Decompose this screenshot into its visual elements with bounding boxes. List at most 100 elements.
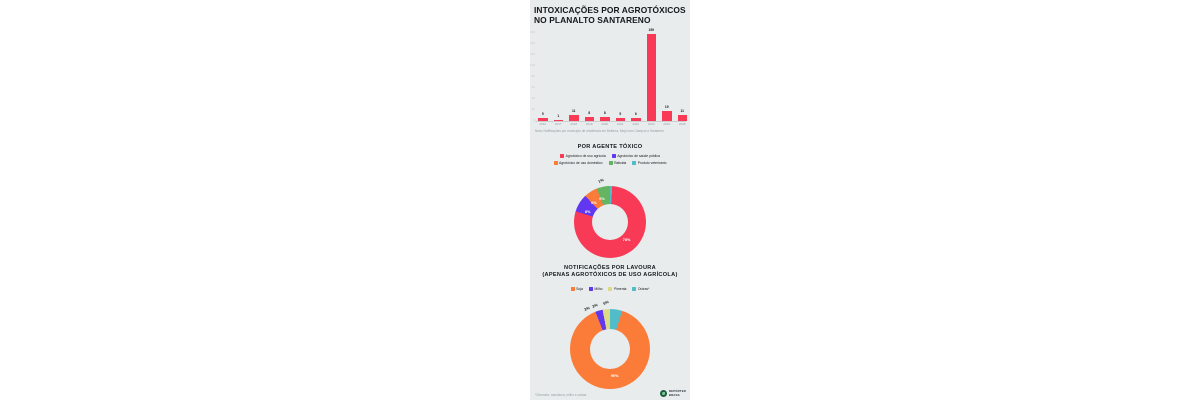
x-axis-year-label: 2021 [616, 121, 624, 126]
donut-slice-label: 3% [583, 306, 591, 313]
legend-swatch [588, 287, 593, 291]
bar-value-label: 11 [572, 109, 576, 114]
bar-value-label: 19 [664, 104, 669, 109]
bar-value-label: 5 [541, 112, 544, 117]
donut-slice-label: 90% [610, 374, 619, 379]
infographic-title: INTOXICAÇÕES POR AGROTÓXICOS NO PLANALTO… [534, 5, 686, 25]
brand-line-2: BRASIL [668, 392, 681, 397]
bar-value-label: 11 [680, 109, 685, 114]
bar-chart-note: Nota: Notificações por município de resi… [535, 129, 664, 133]
reporter-brasil-logo-icon [659, 390, 667, 397]
legend-label: Soja [576, 287, 583, 291]
bar [600, 116, 610, 121]
bar-value-label: 5 [619, 112, 622, 117]
reporter-brasil-logo: REPÓRTER BRASIL [659, 389, 686, 397]
y-axis-tick-label: 100 [530, 63, 536, 68]
donut-hole [592, 204, 628, 240]
legend-label: Agrotóxico de saúde pública [617, 154, 660, 158]
bar [677, 114, 687, 121]
bar [662, 110, 672, 121]
title-line-2: NO PLANALTO SANTARENO [534, 14, 651, 25]
bar [538, 118, 548, 121]
bar-value-label: 8 [588, 110, 591, 115]
agent-chart-legend: Agrotóxico de uso agrícola Agrotóxico de … [530, 154, 690, 165]
donut-ring [570, 309, 650, 389]
bar-value-label: 159 [648, 27, 654, 32]
bar [615, 118, 625, 121]
legend-item: Outras* [632, 287, 649, 291]
legend-swatch [632, 161, 637, 165]
y-axis-tick-label: 80 [531, 74, 535, 79]
legend-item: Soja [570, 287, 583, 291]
legend-swatch [570, 287, 575, 291]
legend-item: Pimenta [608, 287, 626, 291]
x-axis-year-label: 2024 [663, 121, 671, 126]
bar-chart-yearly-intoxications: 0 20 40 60 80 100 120 140 160 5 2016 1 2017 11 2018 8 20… [530, 0, 690, 400]
x-axis-line [535, 121, 686, 122]
bar [584, 116, 594, 121]
legend-row: Agrotóxico de uso doméstico Raticida Produ… [553, 161, 666, 165]
y-axis-tick-label: 20 [531, 107, 535, 112]
donut-slice-label: 6% [599, 196, 605, 201]
bar [553, 120, 563, 121]
legend-label: Raticida [614, 161, 627, 165]
donut-slice-label: 1% [597, 177, 605, 184]
legend-label: Outras* [637, 287, 650, 291]
legend-label: Pimenta [613, 287, 627, 291]
title-line-1: INTOXICAÇÕES POR AGROTÓXICOS [534, 5, 686, 15]
x-axis-year-label: 2018 [570, 121, 578, 126]
legend-label: Agrotóxico de uso agrícola [565, 154, 606, 158]
legend-item: Agrotóxico de uso doméstico [553, 161, 603, 165]
legend-swatch [632, 287, 637, 291]
bar-value-label: 1 [557, 114, 560, 119]
x-axis-year-label: 2025 [678, 121, 686, 126]
y-axis-tick-label: 0 [533, 118, 535, 123]
reporter-brasil-logo-text: REPÓRTER BRASIL [668, 389, 686, 397]
bar [646, 33, 656, 121]
donut-chart-toxic-agent: 1% 78% 8% 6% 6% [530, 0, 690, 400]
x-axis-year-label: 2016 [539, 121, 547, 126]
bar [631, 117, 641, 121]
legend-label: Agrotóxico de uso doméstico [559, 161, 603, 165]
donut-slice-label: 8% [584, 210, 591, 215]
x-axis-year-label: 2017 [554, 121, 562, 126]
legend-swatch [608, 161, 613, 165]
infographic-strip: INTOXICAÇÕES POR AGROTÓXICOS NO PLANALTO… [530, 0, 690, 400]
donut-slice-label: 78% [622, 238, 631, 243]
brand-line-1: REPÓRTER [668, 389, 686, 394]
legend-label: Produto veterinário [637, 161, 667, 165]
bar-value-label: 6 [634, 111, 637, 116]
donut-slice-label: 6% [591, 201, 597, 206]
x-axis-year-label: 2022 [632, 121, 640, 126]
legend-swatch [608, 287, 613, 291]
crop-chart-title-line-1: NOTIFICAÇÕES POR LAVOURA [564, 265, 656, 271]
y-axis-tick-label: 60 [531, 85, 535, 90]
x-axis-year-label: 2023 [647, 121, 655, 126]
legend-item: Raticida [608, 161, 627, 165]
donut-slice-label: 5% [602, 300, 610, 307]
y-axis-tick-label: 140 [530, 41, 536, 46]
y-axis-tick-label: 160 [530, 30, 536, 35]
crop-chart-legend: Soja Milho Pimenta Outras* [530, 287, 690, 291]
x-axis-year-label: 2019 [585, 121, 593, 126]
bar-value-label: 8 [603, 110, 606, 115]
legend-row: Soja Milho Pimenta Outras* [570, 287, 649, 291]
legend-swatch [611, 154, 616, 158]
legend-item: Produto veterinário [632, 161, 666, 165]
crop-chart-title-line-2: (APENAS AGROTÓXICOS DE USO AGRÍCOLA) [542, 272, 678, 278]
legend-item: Agrotóxico de saúde pública [611, 154, 660, 158]
legend-swatch [560, 154, 565, 158]
crop-chart-title: NOTIFICAÇÕES POR LAVOURA (APENAS AGROTÓX… [530, 265, 690, 279]
donut-hole [590, 329, 630, 369]
legend-row: Agrotóxico de uso agrícola Agrotóxico de … [560, 154, 660, 158]
y-axis-tick-label: 40 [531, 96, 535, 101]
donut-chart-crop: 5% 90% 3% 3% [530, 0, 690, 400]
x-axis-year-label: 2020 [601, 121, 609, 126]
footer-asterisk-note: *Citronela, mandioca, milho e outras [535, 393, 587, 397]
donut-slice-label: 3% [591, 302, 599, 309]
donut-ring [574, 186, 646, 258]
legend-item: Agrotóxico de uso agrícola [560, 154, 606, 158]
agent-chart-title: POR AGENTE TÓXICO [577, 144, 643, 150]
legend-label: Milho [594, 287, 603, 291]
